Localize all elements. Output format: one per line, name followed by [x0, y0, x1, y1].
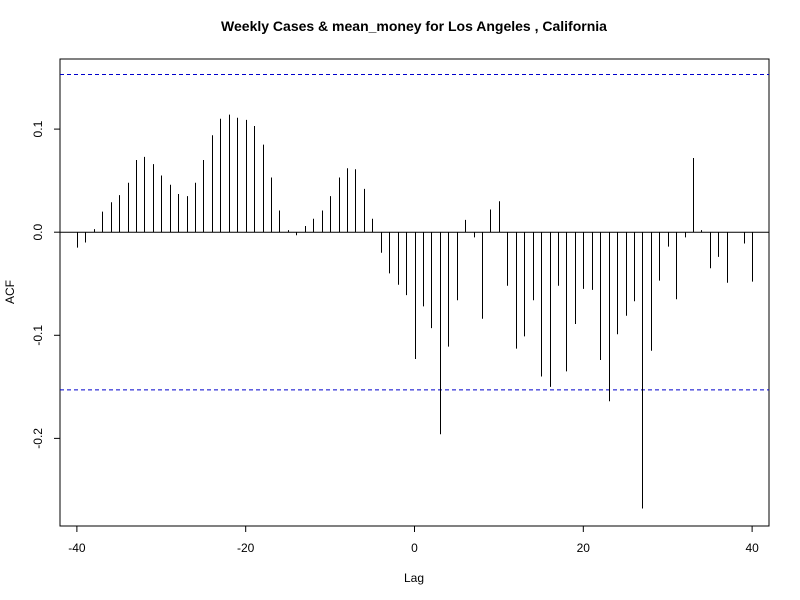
y-tick-label: 0.0: [31, 224, 45, 241]
x-tick-label: 20: [577, 541, 591, 555]
x-tick-label: 0: [411, 541, 418, 555]
y-tick-label: -0.1: [31, 325, 45, 346]
y-axis: -0.2 -0.1 0.0 0.1: [31, 120, 60, 449]
y-tick-label: -0.2: [31, 428, 45, 449]
x-axis: -40 -20 0 20 40: [68, 526, 759, 555]
acf-bars: [77, 114, 753, 509]
chart-title: Weekly Cases & mean_money for Los Angele…: [221, 18, 607, 34]
x-tick-label: -20: [237, 541, 255, 555]
y-tick-label: 0.1: [31, 120, 45, 137]
x-tick-label: -40: [68, 541, 86, 555]
confidence-bounds: [60, 73, 769, 391]
plot-frame: [59, 58, 770, 527]
x-tick-label: 40: [745, 541, 759, 555]
y-axis-label: ACF: [3, 280, 17, 304]
x-axis-label: Lag: [404, 571, 424, 585]
